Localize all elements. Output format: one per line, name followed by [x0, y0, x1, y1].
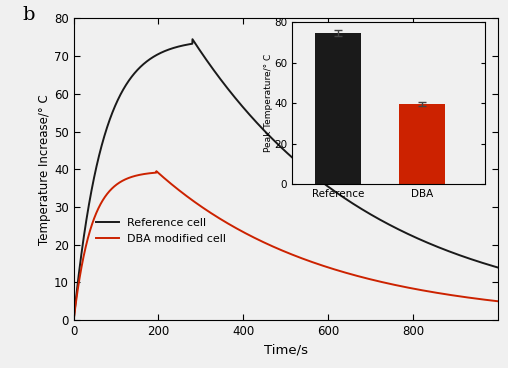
Reference cell	[495, 265, 501, 270]
Bar	[399, 104, 446, 184]
Line: Reference cell: Reference cell	[74, 39, 498, 320]
Reference cell	[252, 118, 258, 123]
DBA modified cell	[153, 169, 160, 173]
Line: DBA modified cell: DBA modified cell	[74, 171, 498, 320]
Reference cell	[119, 89, 125, 94]
Reference cell	[233, 97, 239, 102]
DBA modified cell	[495, 299, 501, 304]
Reference cell	[189, 37, 196, 42]
Reference cell	[71, 318, 77, 322]
Bar	[315, 33, 361, 184]
DBA modified cell	[119, 179, 125, 183]
DBA modified cell	[144, 171, 150, 176]
DBA modified cell	[233, 226, 239, 230]
DBA modified cell	[252, 236, 258, 240]
DBA modified cell	[487, 298, 493, 302]
Legend: Reference cell, DBA modified cell: Reference cell, DBA modified cell	[92, 214, 231, 248]
Reference cell	[487, 263, 493, 267]
Text: b: b	[23, 6, 35, 24]
Reference cell	[441, 247, 447, 252]
Y-axis label: Temperature Increase/° C: Temperature Increase/° C	[38, 94, 51, 245]
X-axis label: Time/s: Time/s	[264, 344, 308, 357]
Y-axis label: Peak Temperature/° C: Peak Temperature/° C	[264, 54, 273, 152]
Reference cell	[144, 59, 150, 63]
DBA modified cell	[71, 318, 77, 322]
DBA modified cell	[441, 292, 447, 296]
